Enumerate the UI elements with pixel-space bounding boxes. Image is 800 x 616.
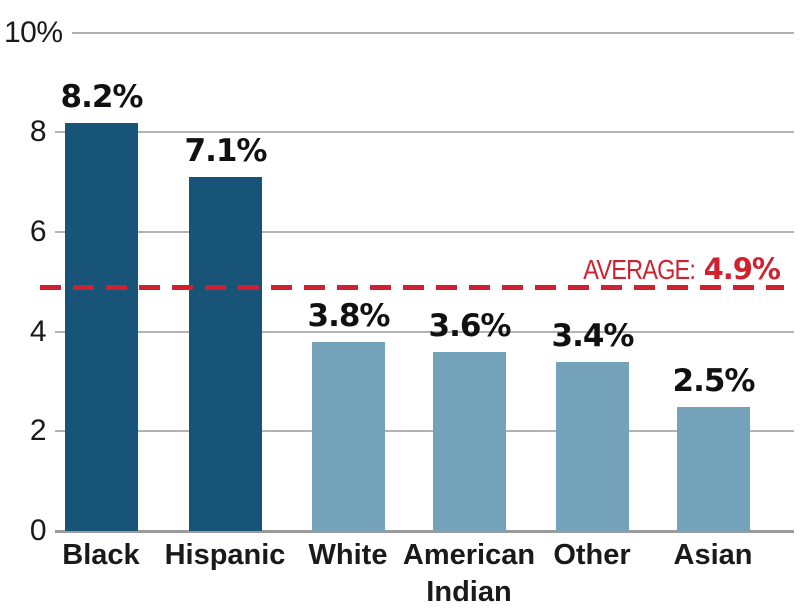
gridline <box>55 430 794 432</box>
y-axis-row-4: 4 <box>4 314 794 350</box>
y-axis-row-2: 2 <box>4 413 794 449</box>
x-axis-label-black: Black <box>62 539 140 571</box>
average-dashed-line <box>40 285 784 290</box>
bar-rect <box>433 351 506 531</box>
gridline <box>55 131 794 133</box>
y-axis-tick-label: 2 <box>29 414 47 447</box>
bar-rect <box>312 341 385 531</box>
y-axis-row-8: 8 <box>4 114 794 150</box>
bar-hispanic: 7.1% <box>185 133 267 531</box>
average-label: AVERAGE: <box>583 254 697 285</box>
bar-other: 3.4% <box>552 318 634 531</box>
y-axis-row-10: 10% <box>4 15 794 51</box>
bar-black: 8.2% <box>61 79 143 531</box>
bar-value-label: 3.6% <box>428 307 512 344</box>
bar-value-label: 3.4% <box>551 317 635 354</box>
x-axis-label-asian: Asian <box>673 539 753 571</box>
x-axis-line <box>55 529 794 533</box>
bar-value-label: 7.1% <box>184 133 268 170</box>
bar-value-label: 3.8% <box>307 297 391 334</box>
average-annotation: AVERAGE: 4.9% <box>562 252 781 286</box>
bar-rect <box>677 406 750 531</box>
x-axis-label-hispanic: Hispanic <box>164 539 286 571</box>
y-axis-row-6: 6 <box>4 214 794 250</box>
bar-rect <box>556 361 629 531</box>
average-value: 4.9% <box>703 252 781 286</box>
y-axis-tick-label: 8 <box>29 115 47 148</box>
y-axis-tick-label: 6 <box>29 215 47 248</box>
bar-asian: 2.5% <box>673 363 755 531</box>
x-axis-baseline-row: 0 <box>4 513 794 549</box>
gridline <box>55 231 794 233</box>
bar-rect <box>189 177 262 531</box>
bar-white: 3.8% <box>308 298 390 531</box>
bar-value-label: 8.2% <box>60 78 144 115</box>
x-axis-label-white: White <box>308 539 388 571</box>
bar-rect <box>65 122 138 531</box>
x-axis-label-other: Other <box>553 539 631 571</box>
bar-value-label: 2.5% <box>672 362 756 399</box>
y-axis-tick-label: 0 <box>29 514 47 547</box>
x-axis-label-american-indian: American Indian <box>402 539 536 608</box>
y-axis-tick-label: 10% <box>4 16 63 49</box>
gridline <box>55 331 794 333</box>
y-axis-tick-label: 4 <box>29 315 47 348</box>
bar-american-indian: 3.6% <box>429 308 511 531</box>
gridline <box>71 32 794 34</box>
